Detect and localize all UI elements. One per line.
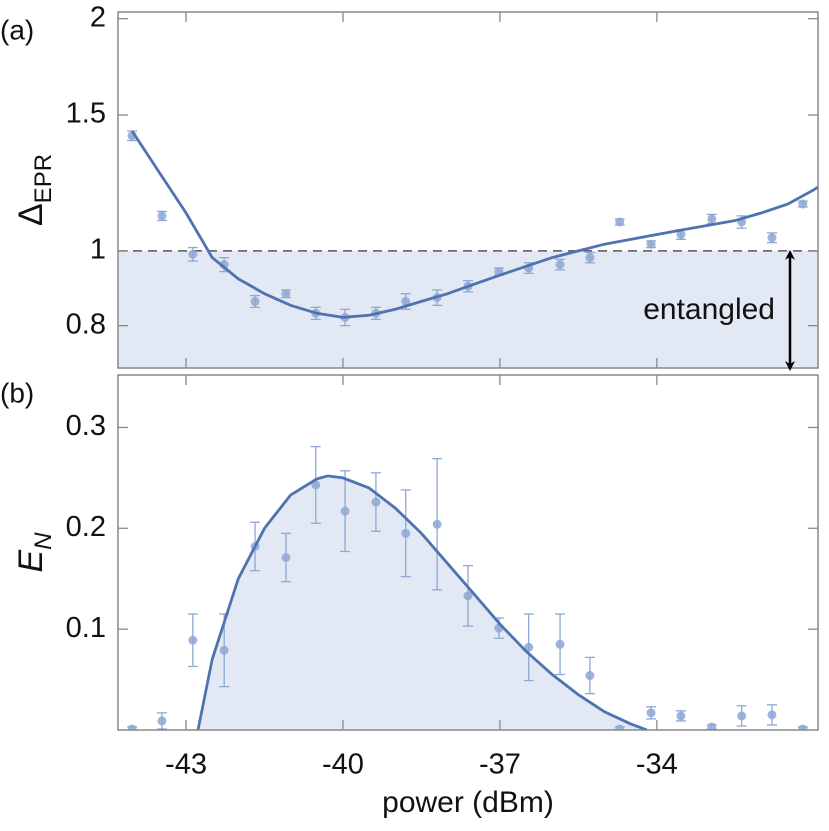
data-point [432, 519, 442, 529]
data-point [767, 710, 777, 720]
data-point [281, 553, 291, 563]
data-point [707, 722, 717, 730]
plot-area [118, 130, 818, 368]
data-point [585, 253, 595, 263]
y-tick-label: 1.5 [66, 98, 106, 130]
x-axis-label: power (dBm) [382, 786, 554, 819]
data-point [615, 217, 625, 227]
entangled-region [118, 250, 818, 368]
data-point [615, 724, 625, 730]
data-point [676, 711, 686, 721]
panel-label: (b) [0, 377, 34, 408]
data-point [646, 239, 656, 249]
data-point [157, 716, 167, 726]
y-tick-label: 2 [90, 1, 106, 33]
data-point [311, 480, 321, 490]
y-axis-label: EN [12, 532, 57, 573]
data-point [281, 289, 291, 299]
data-point [401, 296, 411, 306]
data-point [555, 260, 565, 270]
fit-area [198, 475, 647, 730]
data-point [401, 528, 411, 538]
data-point [340, 506, 350, 516]
data-point [767, 233, 777, 243]
x-tick-label: -40 [322, 749, 364, 781]
x-tick-label: -34 [636, 749, 678, 781]
panel-label: (a) [0, 14, 34, 45]
data-point [555, 639, 565, 649]
data-point [798, 199, 808, 209]
data-point [798, 724, 808, 730]
data-point [646, 708, 656, 718]
annotation: entangled [643, 293, 775, 326]
data-point [219, 645, 229, 655]
data-point [463, 591, 473, 601]
data-point [127, 724, 137, 730]
plot-area [127, 445, 808, 730]
data-point [737, 711, 747, 721]
y-axis-label-sub: N [30, 532, 57, 550]
fit-line [196, 474, 648, 730]
data-point [188, 635, 198, 645]
data-point [524, 642, 534, 652]
frame [117, 11, 819, 369]
y-axis-label-main: E [12, 550, 50, 573]
data-point [707, 214, 717, 224]
frame [117, 374, 819, 731]
y-tick-label: 1 [90, 234, 106, 266]
x-tick-label: -37 [479, 749, 521, 781]
y-axis-label-sub: EPR [30, 154, 57, 203]
y-axis-label-main: Δ [12, 203, 50, 226]
data-point [250, 296, 260, 306]
y-axis-label: ΔEPR [12, 154, 57, 226]
data-point [157, 211, 167, 221]
x-tick-label: -43 [165, 749, 207, 781]
data-point [188, 249, 198, 259]
y-tick-label: 0.3 [66, 410, 106, 442]
y-tick-label: 0.1 [66, 612, 106, 644]
data-point [585, 671, 595, 681]
data-point [676, 230, 686, 240]
data-point [371, 497, 381, 507]
y-tick-label: 0.8 [66, 308, 106, 340]
fit-line [130, 130, 818, 319]
y-tick-label: 0.2 [66, 511, 106, 543]
